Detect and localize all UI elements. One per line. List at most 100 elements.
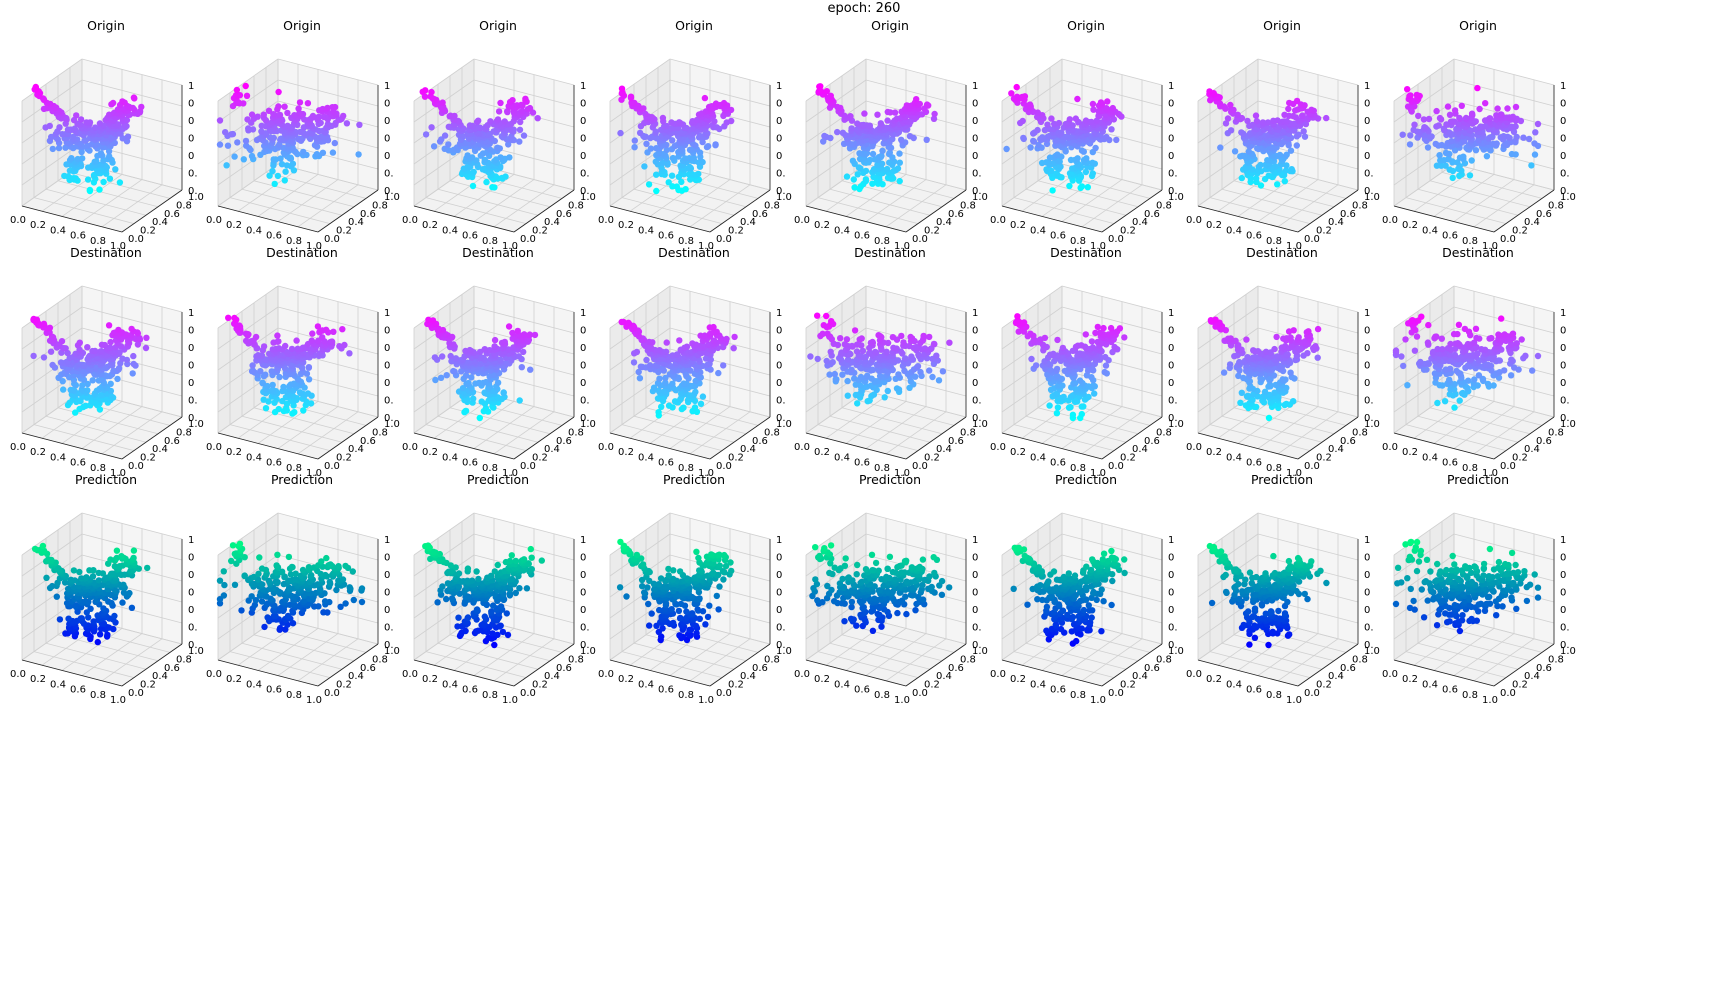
scatter-point <box>56 124 63 131</box>
scatter-point <box>491 343 498 350</box>
scatter-point <box>314 323 322 330</box>
scatter-point <box>1089 159 1096 166</box>
scatter-point <box>514 327 521 335</box>
x-tick-label: 0.0 <box>206 215 222 226</box>
scatter-point <box>1462 114 1470 122</box>
x-tick-label: 0.4 <box>50 225 66 236</box>
scatter-point <box>1436 114 1444 122</box>
scatter-point <box>1436 152 1443 159</box>
scatter-point <box>225 314 232 321</box>
scatter-point <box>497 99 504 107</box>
scatter-point <box>1444 103 1452 110</box>
scatter-point <box>447 112 454 119</box>
scatter-point <box>98 341 106 348</box>
scatter-point <box>47 348 55 355</box>
scatter-point <box>83 119 90 126</box>
scatter-point <box>823 357 830 365</box>
scatter-point <box>946 339 953 346</box>
scatter-point <box>304 100 312 107</box>
x-axis-line <box>413 205 515 233</box>
scatter-point <box>1504 105 1511 112</box>
scatter-point <box>62 144 69 151</box>
scatter-point <box>1451 107 1459 114</box>
z-tick-label: 0 <box>1168 134 1174 145</box>
z-tick-label: 0. <box>384 169 394 180</box>
scatter-point <box>272 156 279 163</box>
scatter-point <box>98 348 105 355</box>
grid-line <box>241 188 343 216</box>
scatter-point <box>1276 151 1284 159</box>
z-tick-label: 1 <box>580 308 586 319</box>
scatter-point <box>712 100 720 107</box>
scatter-point <box>1520 134 1527 141</box>
scatter-point <box>281 177 288 184</box>
z-tick-label: 0. <box>1364 169 1374 180</box>
scatter-point <box>1300 128 1307 135</box>
scatter-point <box>240 156 247 163</box>
scatter-point <box>843 173 851 180</box>
scatter-point <box>300 148 307 156</box>
scatter-point <box>40 320 48 327</box>
scatter-point <box>79 155 86 162</box>
scatter-point <box>346 350 353 357</box>
z-tick-label: 0 <box>188 151 194 162</box>
scatter-point <box>224 142 232 149</box>
grid-line <box>217 79 279 123</box>
scatter-point <box>231 314 238 322</box>
scatter-point <box>636 375 644 382</box>
scatter-point <box>1067 404 1074 411</box>
scatter-point <box>100 178 107 186</box>
z-tick-label: 0 <box>776 99 782 110</box>
x-tick-label: 0.4 <box>246 452 262 463</box>
grid-line <box>453 174 515 217</box>
x-tick-label: 0.0 <box>10 215 26 226</box>
scatter-point <box>1407 92 1414 99</box>
scatter-point <box>431 354 439 361</box>
x-tick-label: 0.6 <box>1246 231 1262 242</box>
scatter-point <box>343 120 351 127</box>
scatter-point <box>1283 118 1290 125</box>
z-tick-label: 0. <box>1560 169 1570 180</box>
scatter-point <box>106 111 113 118</box>
scatter-point <box>282 342 289 350</box>
scatter-point <box>731 333 738 341</box>
grid-line <box>473 58 575 86</box>
scatter-point <box>1238 129 1245 136</box>
scatter-point <box>665 179 672 186</box>
scatter-point <box>119 98 126 105</box>
scatter-point <box>520 132 528 139</box>
z-tick-label: 0. <box>1168 186 1178 197</box>
scatter-point <box>689 340 696 347</box>
z-tick-label: 0 <box>1364 116 1370 127</box>
scatter-point <box>309 112 317 120</box>
scatter-point <box>1054 151 1061 158</box>
scatter-point <box>112 166 119 173</box>
scatter-point <box>1293 97 1301 105</box>
subplot-title: Origin <box>479 18 517 33</box>
scatter-point <box>258 128 265 135</box>
scatter-point <box>926 367 933 374</box>
scatter-point <box>1253 118 1261 125</box>
scatter-point <box>1072 115 1080 122</box>
scatter-point <box>920 332 927 340</box>
scatter-point <box>683 343 691 350</box>
scatter-point <box>668 119 675 126</box>
scatter-point <box>1092 144 1099 152</box>
scatter-point <box>854 400 861 407</box>
scatter-point <box>831 370 838 378</box>
scatter-point <box>1460 153 1467 160</box>
scatter-point <box>291 409 298 416</box>
z-tick-label: 0. <box>188 413 198 424</box>
x-tick-label: 0.6 <box>70 458 86 469</box>
z-tick-label: 0. <box>188 186 198 197</box>
scatter-point <box>432 376 439 384</box>
scatter-point <box>1078 183 1086 190</box>
scatter-point <box>1466 172 1474 179</box>
grid-line <box>277 179 339 222</box>
scatter-point <box>710 323 717 331</box>
scatter-point <box>266 172 273 179</box>
scatter-point <box>663 339 670 346</box>
z-tick-label: 0 <box>1364 151 1370 162</box>
scatter-point <box>46 324 54 331</box>
